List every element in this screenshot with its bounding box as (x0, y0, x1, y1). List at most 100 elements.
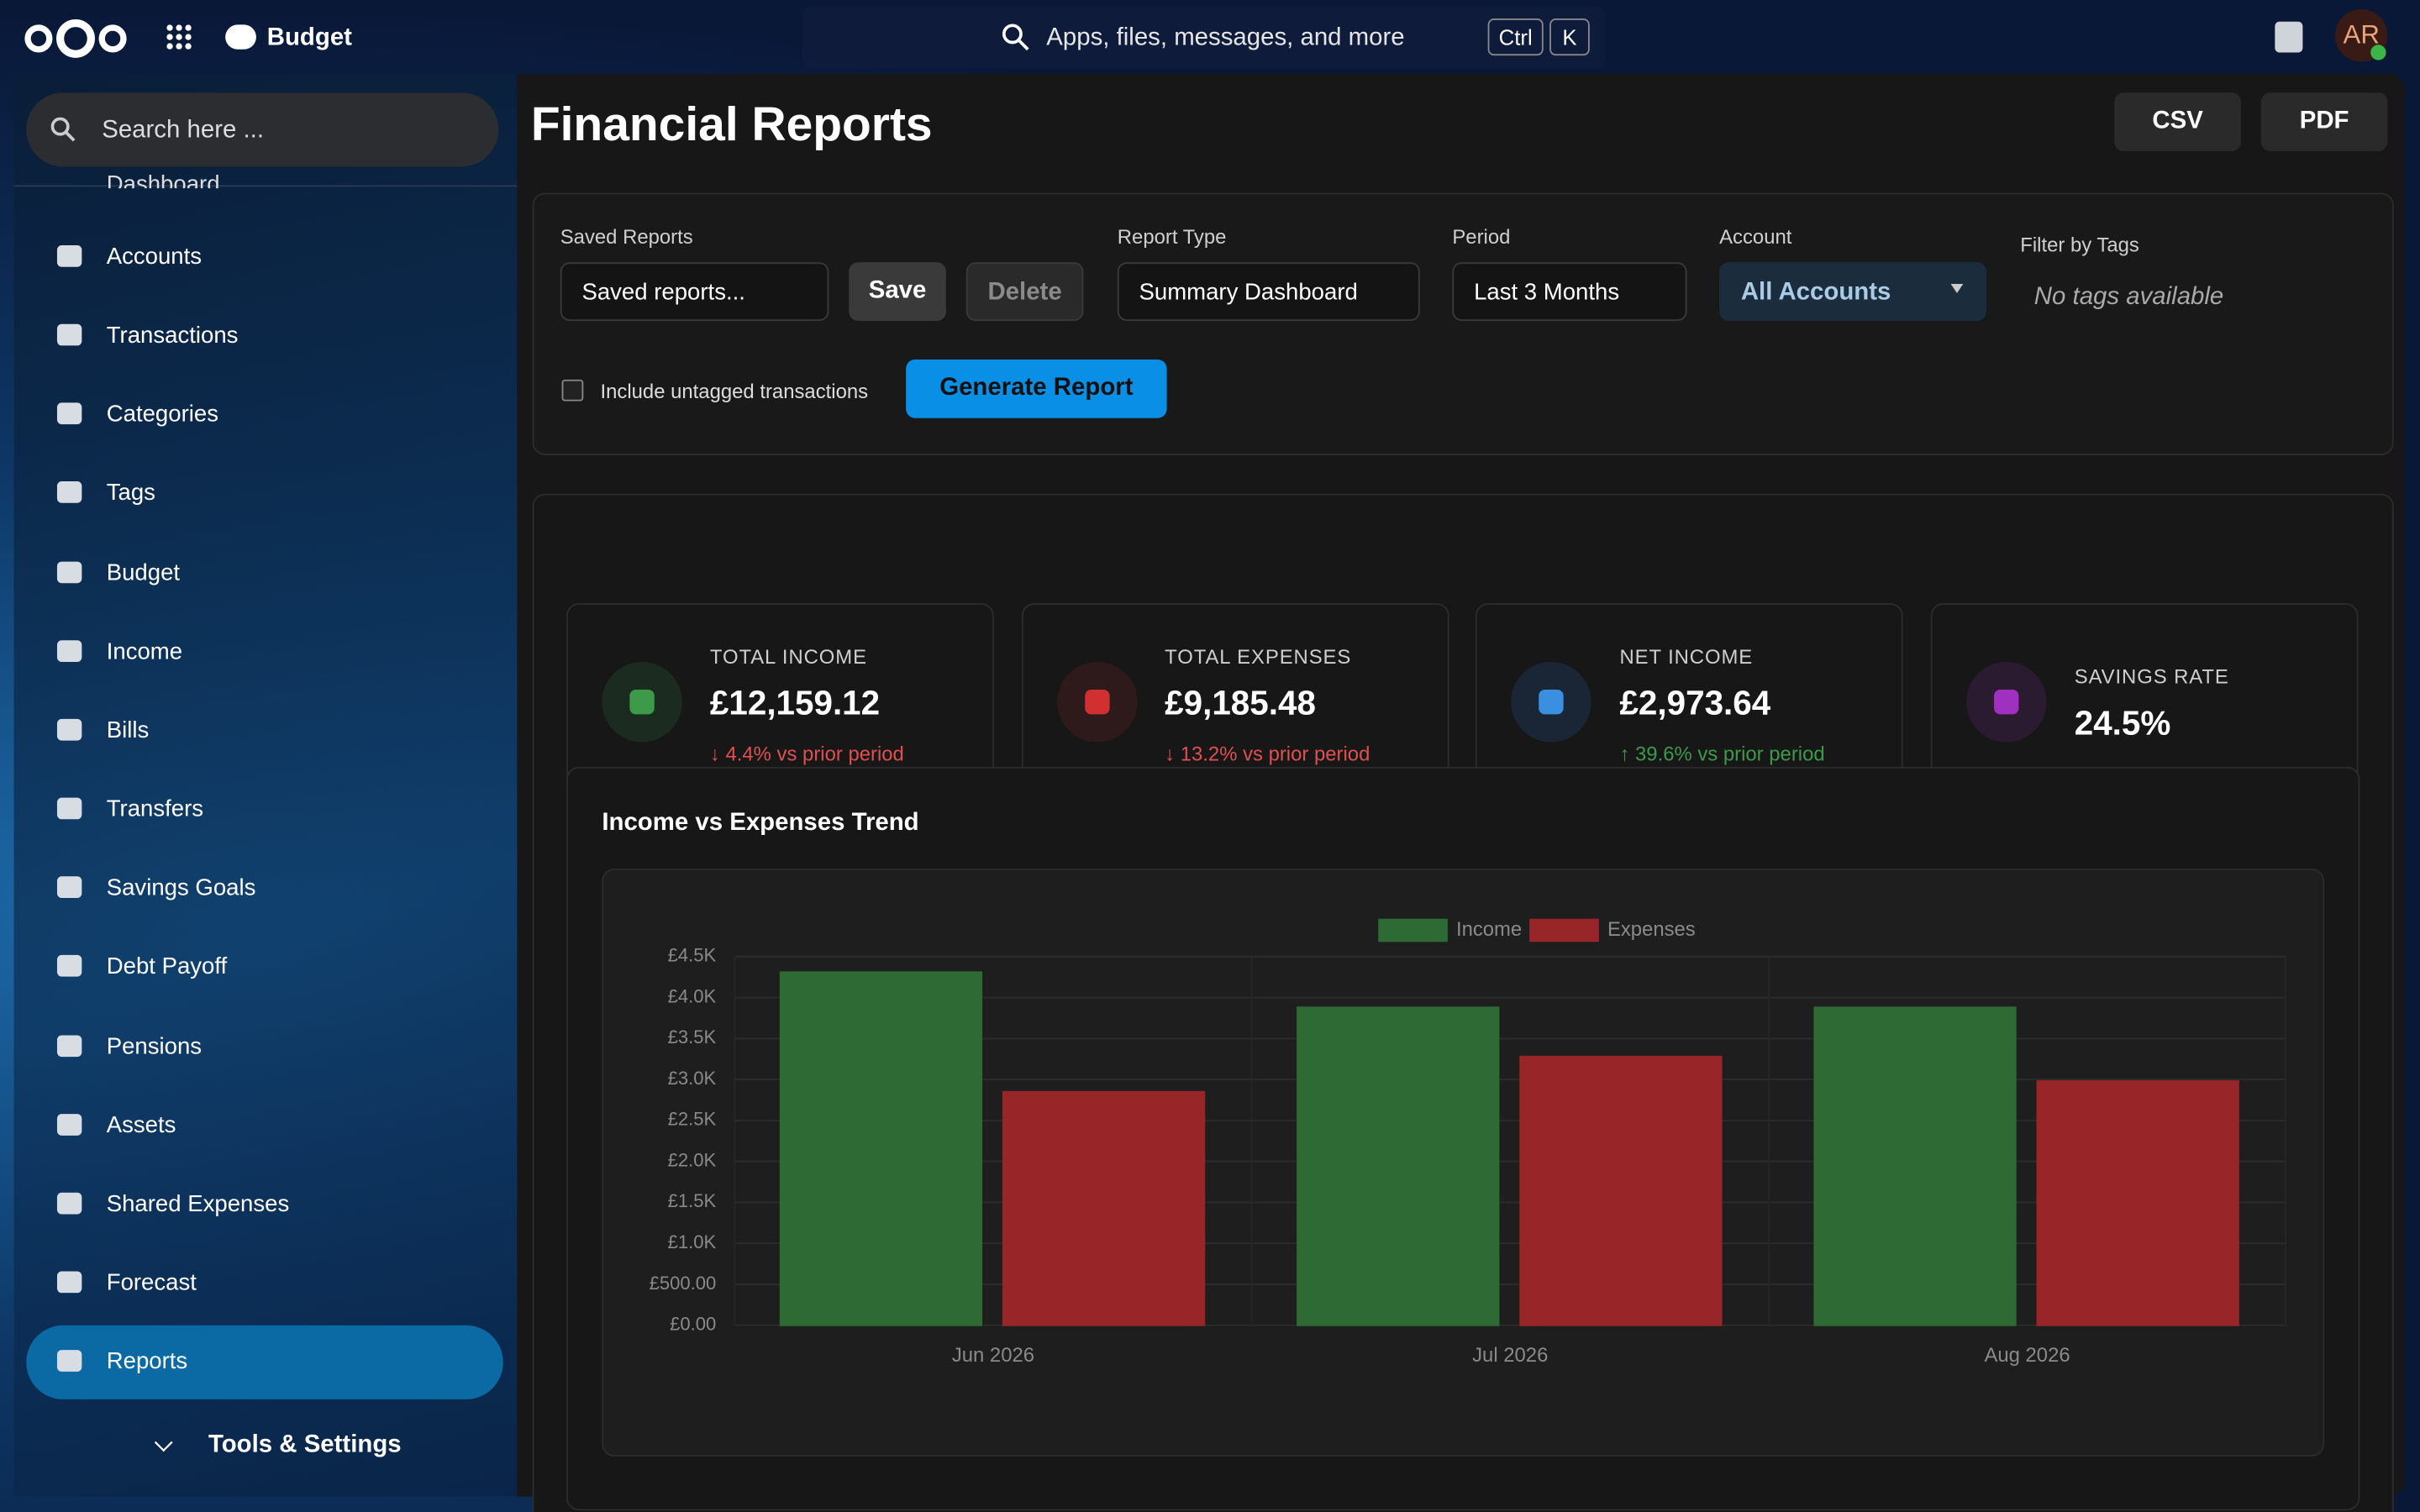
bar (779, 971, 983, 1326)
sidebar: Search here ... Dashboard Accounts Transa… (13, 74, 518, 1497)
sidebar-item-label: Accounts (106, 244, 203, 270)
card-icon-glyph (1994, 690, 2019, 715)
summary-card: TOTAL INCOME £12,159.12 ↓ 4.4% vs prior pe… (566, 603, 994, 800)
card-label: SAVINGS RATE (2074, 664, 2229, 689)
card-value: 24.5% (2074, 703, 2171, 743)
card-change: ↓ 13.2% vs prior period (1165, 742, 1370, 766)
sidebar-icon (56, 1034, 82, 1057)
sidebar-item[interactable]: Tags (14, 457, 518, 531)
y-tick-label: £1.5K (668, 1190, 717, 1211)
delete-button[interactable]: Delete (965, 262, 1084, 322)
sidebar-search[interactable]: Search here ... (26, 92, 499, 167)
sidebar-item[interactable]: Pensions (14, 1010, 518, 1084)
sidebar-item-label: Budget (106, 559, 181, 586)
card-label: TOTAL EXPENSES (1165, 644, 1352, 669)
divider (13, 185, 518, 187)
app-name[interactable]: Budget (266, 24, 352, 51)
y-tick-label: £4.5K (668, 945, 717, 966)
sidebar-item-label: Pensions (106, 1032, 203, 1059)
sidebar-icon (56, 797, 82, 820)
sidebar-item-partial[interactable]: Dashboard (107, 157, 220, 188)
main-content: Financial Reports CSV PDF Saved Reports … (517, 74, 2405, 1512)
card-label: NET INCOME (1619, 644, 1754, 669)
chart-title: Income vs Expenses Trend (602, 810, 919, 837)
sidebar-icon (56, 402, 82, 425)
save-button[interactable]: Save (849, 262, 946, 322)
sidebar-item[interactable]: Budget (14, 536, 518, 610)
summary-card: SAVINGS RATE 24.5% (1930, 603, 2359, 800)
checkbox[interactable] (561, 379, 584, 402)
export-pdf[interactable]: PDF (2260, 92, 2388, 151)
sidebar-item-label: Reports (106, 1348, 188, 1375)
contacts-icon[interactable] (2275, 21, 2303, 53)
sidebar-icon (56, 1271, 82, 1294)
field-label: Filter by Tags (2020, 233, 2139, 256)
bar (2036, 1080, 2239, 1326)
chart: £0.00 £500.00 £1.0K £1.5K £2.0K £2.5K £3.0K £3.… (602, 869, 2325, 1457)
y-tick-label: £2.5K (668, 1109, 717, 1130)
sidebar-item[interactable]: Forecast (14, 1247, 518, 1320)
search-icon (1002, 24, 1029, 51)
bar (1519, 1055, 1723, 1326)
sidebar-item[interactable]: Transactions (14, 300, 518, 374)
sidebar-item-label: Forecast (106, 1269, 197, 1296)
period-select[interactable]: Last 3 Months (1452, 262, 1687, 322)
x-tick-label: Jul 2026 (1472, 1344, 1548, 1367)
status-dot (2370, 45, 2386, 60)
filters-panel: Saved Reports Saved reports... Save Dele… (532, 192, 2394, 455)
generate-button[interactable]: Generate Report (906, 359, 1167, 418)
sidebar-item[interactable]: Bills (14, 694, 518, 768)
sidebar-item[interactable]: Accounts (14, 221, 518, 295)
field-label: Saved Reports (560, 225, 693, 249)
sidebar-item[interactable]: Debt Payoff (14, 931, 518, 1005)
sidebar-icon (56, 1350, 82, 1373)
y-tick-label: £500.00 (650, 1273, 717, 1294)
sidebar-item[interactable]: Transfers (14, 773, 518, 847)
tags-empty: No tags available (2033, 283, 2224, 311)
y-tick-label: £2.0K (668, 1149, 717, 1170)
y-tick-label: £4.0K (668, 985, 717, 1006)
sidebar-icon (56, 481, 82, 504)
summary-card: TOTAL EXPENSES £9,185.48 ↓ 13.2% vs prior … (1021, 603, 1449, 800)
card-icon-glyph (1539, 690, 1565, 715)
x-tick-label: Jun 2026 (952, 1344, 1034, 1367)
legend-label: Expenses (1607, 918, 1696, 941)
sidebar-item-label: Transactions (106, 323, 239, 349)
x-tick-label: Aug 2026 (1984, 1344, 2070, 1367)
sidebar-icon (56, 323, 82, 346)
y-tick-label: £3.0K (668, 1068, 717, 1089)
account-select[interactable]: All Accounts (1719, 262, 1986, 322)
sidebar-footer[interactable]: Tools & Settings (208, 1431, 402, 1458)
legend-swatch (1529, 918, 1599, 942)
card-value: £12,159.12 (709, 683, 881, 722)
card-value: £2,973.64 (1619, 683, 1771, 722)
sidebar-item[interactable]: Savings Goals (14, 852, 518, 926)
y-tick-label: £0.00 (670, 1314, 716, 1335)
sidebar-icon (56, 245, 82, 267)
bar (1813, 1006, 2017, 1326)
sidebar-icon (56, 718, 82, 741)
card-change: ↑ 39.6% vs prior period (1619, 742, 1825, 766)
sidebar-item-label: Categories (106, 402, 218, 428)
sidebar-icon (56, 1113, 82, 1136)
bar (1002, 1090, 1206, 1326)
sidebar-item[interactable]: Reports (26, 1325, 503, 1400)
sidebar-item[interactable]: Categories (14, 379, 518, 453)
chart-card: Income vs Expenses Trend £0.00 £500.00 £1.… (566, 766, 2360, 1511)
sidebar-item-label: Income (106, 638, 183, 665)
bar (1297, 1006, 1500, 1326)
apps-menu[interactable] (166, 24, 192, 50)
report-type-select[interactable]: Summary Dashboard (1117, 262, 1420, 322)
sidebar-icon (56, 955, 82, 978)
sidebar-item[interactable]: Shared Expenses (14, 1168, 518, 1242)
sidebar-item-label: Savings Goals (106, 874, 256, 901)
checkbox-label[interactable]: Include untagged transactions (600, 379, 869, 403)
saved-reports-select[interactable]: Saved reports... (560, 262, 829, 322)
card-value: £9,185.48 (1165, 683, 1316, 722)
sidebar-item[interactable]: Income (14, 615, 518, 689)
unified-search[interactable] (802, 6, 1606, 68)
card-icon (602, 661, 682, 743)
export-csv[interactable]: CSV (2114, 92, 2241, 151)
sidebar-item[interactable]: Assets (14, 1089, 518, 1163)
